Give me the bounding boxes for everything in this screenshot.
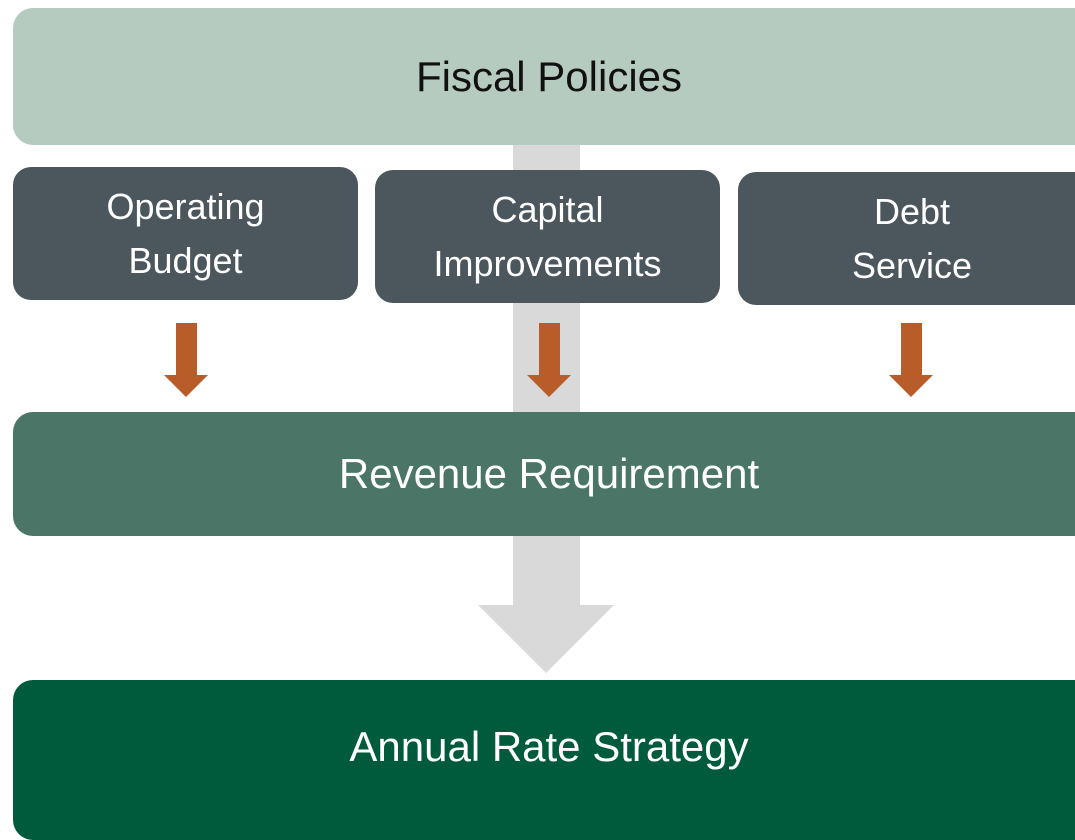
box-label: Annual Rate Strategy [349,723,749,770]
box-label: Operating [106,185,265,227]
box-label: Debt [873,190,951,232]
box-label: Improvements [433,242,662,284]
revenue-requirement-box: Revenue Requirement [13,412,1075,536]
annual-rate-strategy-box: Annual Rate Strategy [13,680,1075,840]
page: Fiscal Policies Operating Budget Capital… [13,8,1075,840]
box-label: Revenue Requirement [338,450,760,497]
box-label: Capital [491,188,604,230]
main-arrow-head [478,605,614,673]
input-box: Capital Improvements [375,170,720,303]
input-box: Operating Budget [13,167,358,300]
box-label: Budget [128,239,243,281]
box-label: Service [851,244,973,286]
input-box: Debt Service [738,172,1075,305]
fiscal-policies-box: Fiscal Policies [13,8,1075,145]
box-label: Fiscal Policies [415,52,683,100]
